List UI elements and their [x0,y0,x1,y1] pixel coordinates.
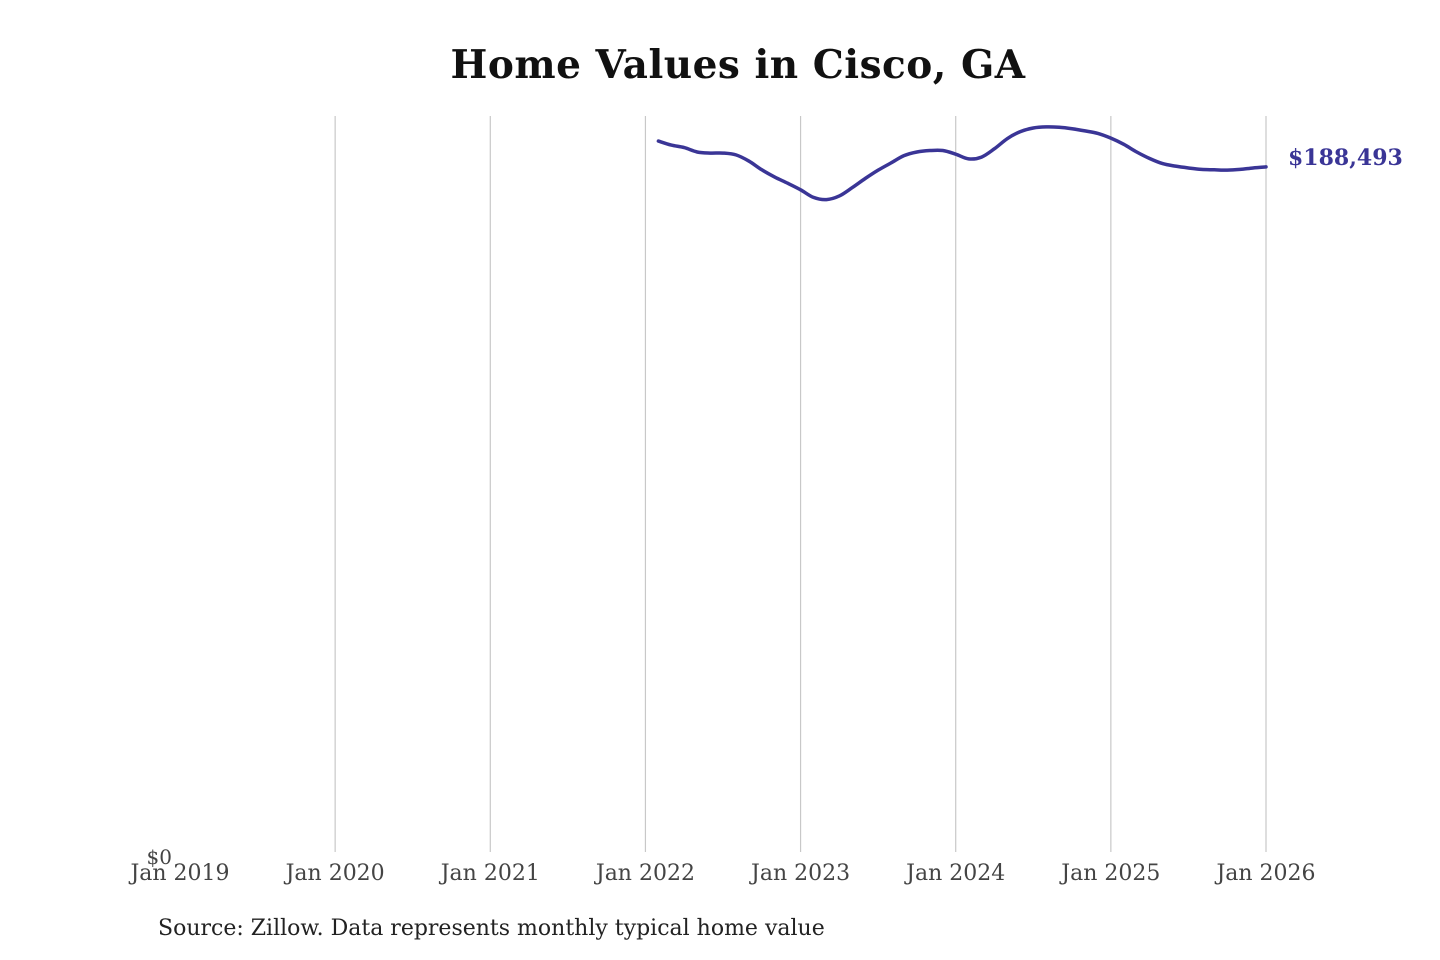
y-axis-ticks: $0 [147,845,172,869]
end-labels: $188,493 [1288,145,1403,171]
x-tick-label: Jan 2020 [284,861,385,886]
x-tick-label: Jan 2023 [749,861,850,886]
source-note: Source: Zillow. Data represents monthly … [158,916,825,941]
x-tick-label: Jan 2022 [594,861,695,886]
series-line-0 [656,125,1268,202]
chart-title: Home Values in Cisco, GA [450,42,1026,88]
end-value-label: $188,493 [1288,145,1403,171]
y-tick-label: $0 [147,845,172,869]
x-tick-label: Jan 2025 [1059,861,1160,886]
x-tick-label: Jan 2021 [439,861,540,886]
x-tick-label: Jan 2024 [904,861,1005,886]
gridlines [334,116,1267,852]
x-tick-label: Jan 2019 [128,861,229,886]
x-tick-label: Jan 2026 [1214,861,1315,886]
series-layer [656,125,1268,202]
x-axis-ticks: Jan 2019 Jan 2020 Jan 2021 Jan 2022 Jan 2023… [128,861,1315,886]
